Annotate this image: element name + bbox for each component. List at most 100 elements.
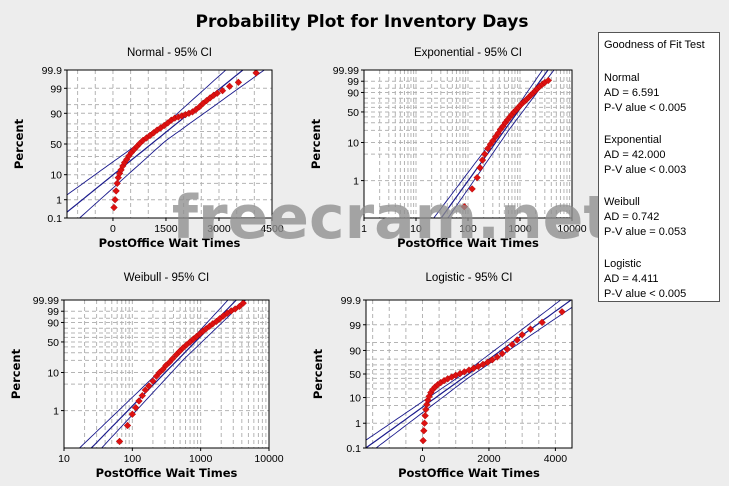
legend-p-value: P-V alue = 0.053	[604, 226, 687, 238]
figure-title: Probability Plot for Inventory Days	[196, 12, 529, 32]
plot-frame	[63, 299, 270, 449]
y-tick-label: 50	[347, 107, 359, 119]
data-point	[503, 345, 511, 353]
x-tick-label: 1500	[154, 223, 178, 235]
legend-dist-name: Exponential	[604, 134, 662, 146]
y-tick-label: 1	[353, 176, 359, 188]
panel-title: Normal - 95% CI	[127, 47, 212, 59]
data-point	[112, 187, 120, 195]
x-axis-label: PostOffice Wait Times	[99, 236, 241, 250]
y-tick-label: 99	[47, 306, 59, 318]
probability-plot-panel: Normal - 95% CI 0 1500 3000 4500 0.1 1 10 50 90 99…	[12, 47, 284, 250]
legend-ad-value: AD = 0.742	[604, 211, 660, 223]
data-point	[498, 349, 506, 358]
x-tick-label: 1000	[508, 223, 532, 235]
data-point	[132, 403, 140, 412]
legend-p-value: P-V alue < 0.005	[604, 102, 687, 114]
y-tick-label: 99	[50, 83, 62, 95]
confidence-band	[433, 70, 544, 218]
probability-plot-panel: Weibull - 95% CI 10 100 1000 10000 1 10 50 90999…	[9, 272, 284, 480]
plot-content	[64, 300, 269, 448]
data-point	[488, 356, 496, 364]
data-point	[115, 437, 124, 446]
data-point	[421, 412, 429, 420]
data-point	[420, 419, 429, 427]
y-axis-label: Percent	[12, 118, 26, 169]
y-axis-label: Percent	[309, 118, 323, 169]
data-point	[481, 150, 489, 158]
y-tick-label: 10	[47, 367, 59, 379]
probability-plot-panel: Logistic - 95% CI 0 2000 4000 0.1 1 10 50 90 99 99…	[311, 272, 573, 480]
legend-dist-name: Weibull	[604, 196, 640, 208]
data-point	[141, 386, 150, 394]
y-tick-label: 50	[47, 337, 59, 349]
data-point	[225, 82, 234, 90]
y-axis-label: Percent	[9, 348, 23, 399]
data-point	[149, 377, 157, 385]
y-tick-label: 0.1	[47, 213, 62, 225]
data-point	[558, 308, 566, 316]
data-point	[518, 331, 526, 339]
data-point	[135, 397, 143, 405]
data-point	[423, 400, 431, 409]
confidence-band	[375, 306, 572, 448]
y-tick-label: 90	[347, 87, 359, 99]
probability-plot-panel: Exponential - 95% CI 1 10 100 1000 10000 1 10 50…	[309, 47, 587, 250]
data-point	[526, 325, 535, 333]
x-tick-label: 10	[58, 453, 70, 465]
y-tick-label: 10	[50, 170, 62, 182]
data-point	[420, 427, 428, 435]
y-axis-label: Percent	[311, 348, 325, 399]
data-point	[468, 185, 476, 193]
plot-content	[67, 70, 272, 218]
data-point	[239, 300, 247, 307]
legend-ad-value: AD = 42.000	[604, 149, 666, 161]
data-point	[544, 76, 552, 85]
y-tick-label: 10	[347, 137, 359, 149]
y-tick-label: 1	[56, 195, 62, 207]
x-axis-label: PostOffice Wait Times	[398, 466, 540, 480]
goodness-of-fit-legend: Goodness of Fit Test Normal AD = 6.591 P…	[598, 32, 720, 302]
data-point	[123, 421, 132, 430]
legend-p-value: P-V alue < 0.005	[604, 288, 687, 300]
fit-line	[67, 70, 244, 213]
data-point	[252, 70, 260, 77]
y-tick-label: 90	[349, 345, 361, 357]
x-axis-label: PostOffice Wait Times	[397, 236, 539, 250]
data-point	[419, 436, 427, 445]
y-tick-label: 99	[349, 320, 361, 332]
data-point	[145, 382, 153, 390]
y-tick-label: 90	[50, 108, 62, 120]
panel-title: Logistic - 95% CI	[426, 272, 513, 284]
legend-ad-value: AD = 4.411	[604, 273, 659, 285]
y-tick-label: 50	[50, 139, 62, 151]
legend-dist-name: Normal	[604, 72, 640, 84]
plot-area	[64, 300, 269, 448]
legend-title: Goodness of Fit Test	[604, 39, 705, 51]
data-point	[111, 196, 119, 204]
data-point	[218, 87, 227, 95]
confidence-band	[78, 70, 266, 218]
legend-block-logistic: Logistic AD = 4.411 P-V alue < 0.005	[604, 257, 714, 302]
data-point	[128, 410, 137, 418]
y-tick-label: 99.9	[42, 65, 63, 77]
x-tick-label: 1	[361, 223, 367, 235]
panel-title: Exponential - 95% CI	[414, 47, 522, 59]
x-tick-label: 3000	[207, 223, 231, 235]
y-tick-label: 99.99	[33, 295, 59, 307]
legend-dist-name: Logistic	[604, 258, 642, 270]
x-tick-label: 10000	[557, 223, 586, 235]
legend-block-exponential: Exponential AD = 42.000 P-V alue < 0.003	[604, 133, 714, 178]
data-point	[213, 89, 221, 97]
y-tick-label: 50	[349, 369, 361, 381]
data-point	[138, 391, 147, 400]
x-tick-label: 0	[110, 223, 116, 235]
plot-content	[366, 300, 572, 448]
y-tick-label: 0.1	[346, 443, 361, 455]
x-tick-label: 0	[420, 453, 426, 465]
panels: Normal - 95% CI0 1500 3000 45000.1110509099…	[9, 47, 587, 480]
data-point	[478, 156, 487, 164]
x-tick-label: 100	[459, 223, 477, 235]
data-point	[114, 173, 122, 182]
